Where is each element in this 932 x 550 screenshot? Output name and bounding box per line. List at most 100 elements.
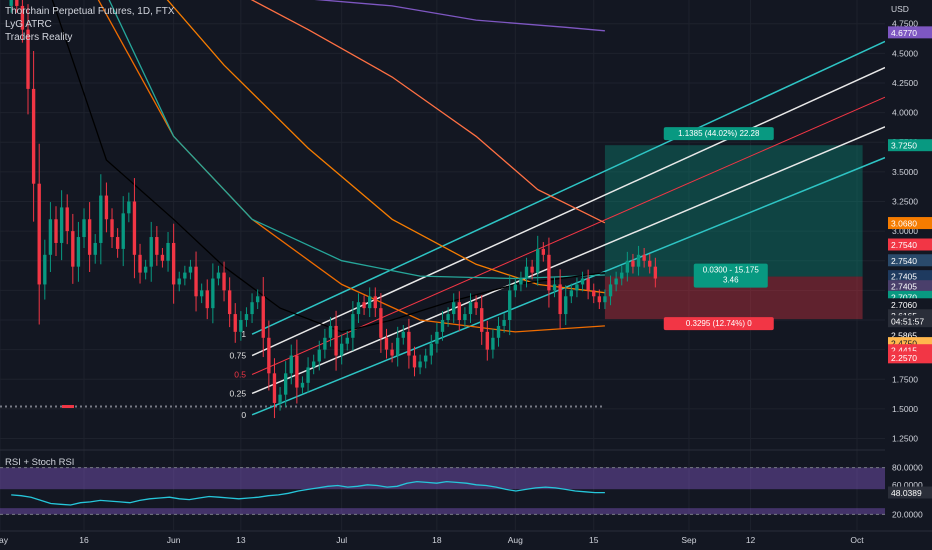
candle-body: [155, 237, 159, 255]
time-tick: 13: [236, 535, 246, 545]
candle-body: [552, 284, 557, 291]
candle-body: [362, 302, 366, 309]
candle-body: [496, 325, 501, 338]
candle-body: [20, 5, 25, 30]
indicator-traders-reality[interactable]: Traders Reality: [5, 32, 73, 43]
candle-body: [541, 248, 546, 255]
channel-line-0-25: [251, 126, 886, 395]
candle-body: [485, 331, 489, 350]
candle-body: [513, 284, 517, 291]
candle-body: [334, 325, 338, 356]
candle-body: [592, 290, 596, 297]
rsi-line: [11, 480, 605, 506]
candle-body: [323, 337, 327, 350]
rsi-tick: 80.0000: [892, 463, 923, 473]
candle-body: [569, 290, 574, 297]
price-tick: 4.5000: [892, 48, 918, 58]
candle-body: [631, 260, 635, 267]
candle-body: [339, 343, 344, 356]
candle-body: [115, 237, 120, 249]
candle-body: [183, 272, 187, 279]
candle-body: [536, 248, 540, 273]
support-marker: [62, 405, 74, 409]
candle-body: [625, 260, 630, 273]
candle-body: [452, 302, 456, 315]
price-label-text: 2.7405: [891, 272, 917, 282]
rsi-tick: 20.0000: [892, 509, 923, 519]
price-label-text: 2.4750: [891, 339, 917, 349]
candle-body: [65, 207, 69, 232]
candle-body: [373, 296, 377, 309]
price-label-text: 2.4415: [891, 346, 917, 356]
candle-body: [603, 296, 607, 303]
candle-body: [15, 0, 19, 6]
rsi-pane-title[interactable]: RSI + Stoch RSI: [5, 457, 75, 468]
price-label-text: 04:51:57: [891, 317, 924, 327]
price-tick: 1.5000: [892, 404, 918, 414]
price-label-tag: [888, 280, 932, 293]
candle-body: [558, 284, 562, 315]
candle-body: [143, 266, 148, 273]
price-tick: 4.2500: [892, 78, 918, 88]
entry-label-text: 3.46: [723, 276, 739, 285]
candle-body: [177, 278, 181, 285]
time-tick: Jul: [336, 535, 347, 545]
candle-body: [636, 254, 641, 267]
price-label-text: 2.7405: [891, 282, 917, 292]
stop-label-text: 0.3295 (12.74%) 0: [686, 319, 752, 328]
price-tick: 4.0000: [892, 108, 918, 118]
candle-body: [306, 367, 310, 383]
candle-body: [59, 207, 64, 243]
entry-label-box: [693, 263, 768, 288]
candle-body: [317, 349, 321, 362]
candle-body: [93, 242, 97, 255]
candle-body: [524, 266, 529, 279]
time-tick: Jun: [167, 535, 181, 545]
price-tick: 3.2500: [892, 196, 918, 206]
price-label-tag: [888, 254, 932, 267]
price-label-text: 3.7250: [891, 141, 917, 151]
candle-body: [519, 278, 523, 285]
candle-body: [597, 296, 602, 303]
candle-body: [82, 219, 86, 238]
candle-body: [166, 242, 170, 261]
channel-line-1: [251, 40, 886, 335]
candle-body: [222, 272, 226, 291]
price-tick: 4.7500: [892, 19, 918, 29]
candle-body: [412, 355, 417, 368]
price-tick: 3.0000: [892, 226, 918, 236]
time-tick: Oct: [850, 535, 864, 545]
time-tick: Sep: [681, 535, 696, 545]
candle-body: [9, 0, 13, 6]
candle-body: [530, 266, 534, 273]
rsi-label-text: 48.0389: [891, 488, 922, 498]
candle-body: [463, 314, 467, 320]
moving-average-line: [51, 0, 605, 333]
price-label-text: 3.0680: [891, 219, 917, 229]
price-tick: 1.7500: [892, 374, 918, 384]
candle-body: [586, 278, 590, 291]
chart-legend: Thorchain Perpetual Futures, 1D, FTX LyG…: [5, 5, 175, 44]
candle-body: [233, 314, 237, 332]
candle-body: [87, 219, 92, 255]
symbol-title[interactable]: Thorchain Perpetual Futures, 1D, FTX: [5, 6, 175, 17]
price-label-text: 2.7070: [891, 292, 917, 302]
candle-body: [457, 302, 461, 320]
time-tick: 18: [432, 535, 442, 545]
stop-label-box: [663, 317, 774, 331]
indicator-lyg-atrc[interactable]: LyG ATRC: [5, 19, 52, 30]
candle-body: [199, 290, 204, 297]
candle-body: [31, 88, 36, 184]
candle-body: [216, 272, 221, 279]
candle-body: [429, 343, 433, 356]
candle-body: [351, 314, 355, 338]
time-tick: May: [0, 535, 9, 545]
candle-body: [480, 308, 484, 332]
target-label-text: 1.1385 (44.02%) 22.28: [678, 129, 760, 138]
candle-body: [26, 29, 30, 89]
candle-body: [255, 296, 260, 303]
candle-body: [138, 254, 142, 273]
candle-body: [446, 314, 450, 320]
candle-body: [132, 201, 137, 255]
